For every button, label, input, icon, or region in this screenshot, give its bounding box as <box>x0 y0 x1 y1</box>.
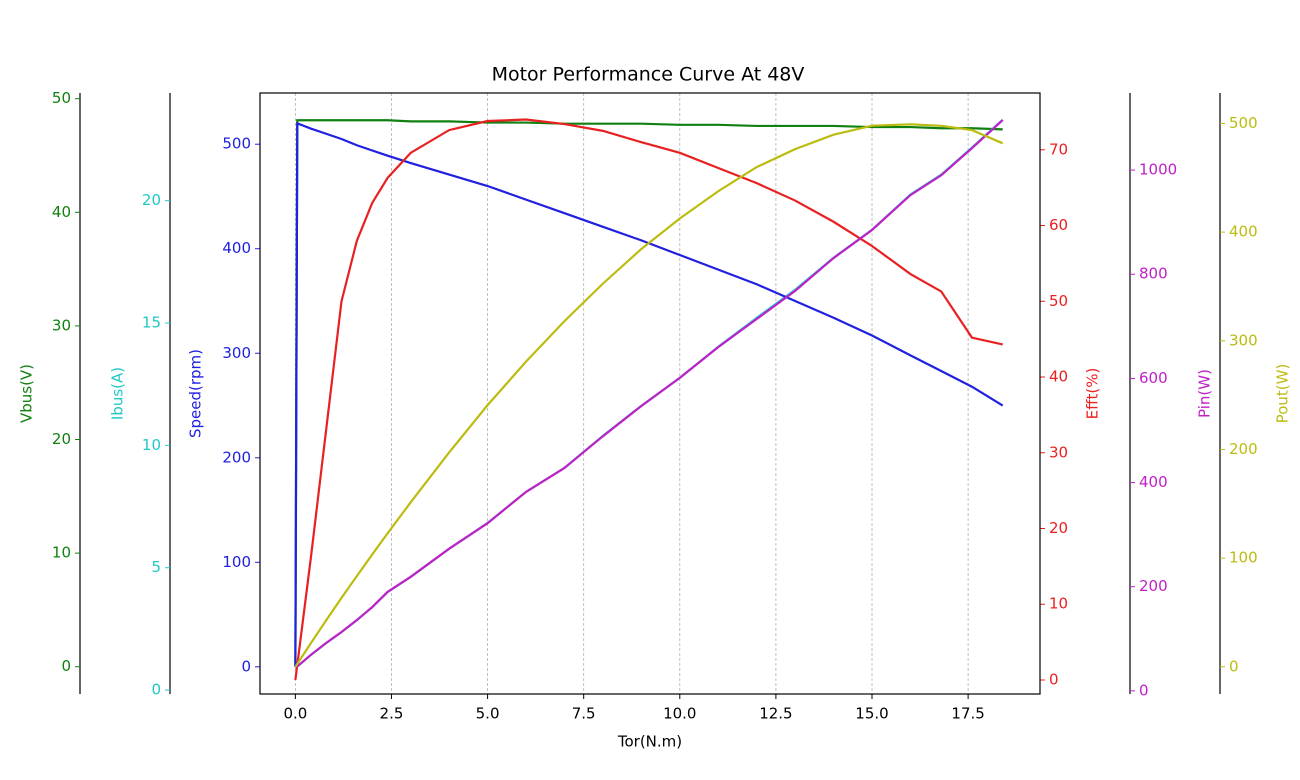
y-tick-label: 400 <box>1229 223 1258 241</box>
y-tick-label: 200 <box>1139 577 1168 595</box>
y-axis-label: Efft(%) <box>1084 368 1102 420</box>
y-tick-label: 5 <box>151 558 161 576</box>
y-tick-label: 200 <box>222 448 251 466</box>
y-tick-label: 0 <box>1139 681 1149 699</box>
y-axis-label: Vbus(V) <box>18 364 36 423</box>
y-tick-label: 20 <box>52 430 71 448</box>
y-tick-label: 500 <box>222 135 251 153</box>
y-tick-label: 20 <box>142 191 161 209</box>
series-line <box>294 118 1003 681</box>
x-tick-label: 7.5 <box>572 705 596 723</box>
y-tick-label: 40 <box>1049 368 1068 386</box>
y-tick-label: 0 <box>61 657 71 675</box>
y-tick-label: 800 <box>1139 265 1168 283</box>
y-tick-label: 10 <box>142 436 161 454</box>
y-tick-label: 0 <box>1049 670 1059 688</box>
series-line <box>294 119 1003 667</box>
x-tick-label: 12.5 <box>759 705 792 723</box>
y-tick-label: 50 <box>1049 292 1068 310</box>
y-tick-label: 20 <box>1049 519 1068 537</box>
y-axis-label: Pout(W) <box>1274 364 1292 424</box>
y-tick-label: 10 <box>52 544 71 562</box>
y-tick-label: 300 <box>1229 331 1258 349</box>
y-tick-label: 500 <box>1229 114 1258 132</box>
y-tick-label: 600 <box>1139 369 1168 387</box>
y-tick-label: 300 <box>222 344 251 362</box>
y-axis-label: Speed(rpm) <box>187 349 205 438</box>
x-tick-label: 0.0 <box>283 705 307 723</box>
y-tick-label: 1000 <box>1139 161 1177 179</box>
y-tick-label: 400 <box>1139 473 1168 491</box>
y-tick-label: 50 <box>52 89 71 107</box>
y-tick-label: 400 <box>222 239 251 257</box>
y-axis-label: Ibus(A) <box>109 367 127 420</box>
y-tick-label: 70 <box>1049 140 1068 158</box>
y-tick-label: 10 <box>1049 595 1068 613</box>
y-tick-label: 0 <box>1229 657 1239 675</box>
y-tick-label: 0 <box>151 681 161 699</box>
series-line <box>295 118 1004 669</box>
y-tick-label: 15 <box>142 314 161 332</box>
y-tick-label: 0 <box>241 657 251 675</box>
y-tick-label: 100 <box>222 553 251 571</box>
y-tick-label: 60 <box>1049 216 1068 234</box>
series-line <box>294 121 1004 667</box>
y-tick-label: 100 <box>1229 549 1258 567</box>
x-tick-label: 17.5 <box>951 705 984 723</box>
x-tick-label: 2.5 <box>380 705 404 723</box>
x-axis-label: Tor(N.m) <box>617 733 682 751</box>
plot-frame <box>259 92 1041 695</box>
y-tick-label: 30 <box>52 316 71 334</box>
chart-title: Motor Performance Curve At 48V <box>492 64 805 86</box>
y-axis-label: Pin(W) <box>1196 369 1214 418</box>
x-tick-label: 15.0 <box>855 705 888 723</box>
series-line <box>294 123 1004 668</box>
y-tick-label: 200 <box>1229 440 1258 458</box>
x-tick-label: 10.0 <box>663 705 696 723</box>
y-tick-label: 40 <box>52 203 71 221</box>
series-line <box>295 119 1004 668</box>
x-tick-label: 5.0 <box>476 705 500 723</box>
y-tick-label: 30 <box>1049 443 1068 461</box>
